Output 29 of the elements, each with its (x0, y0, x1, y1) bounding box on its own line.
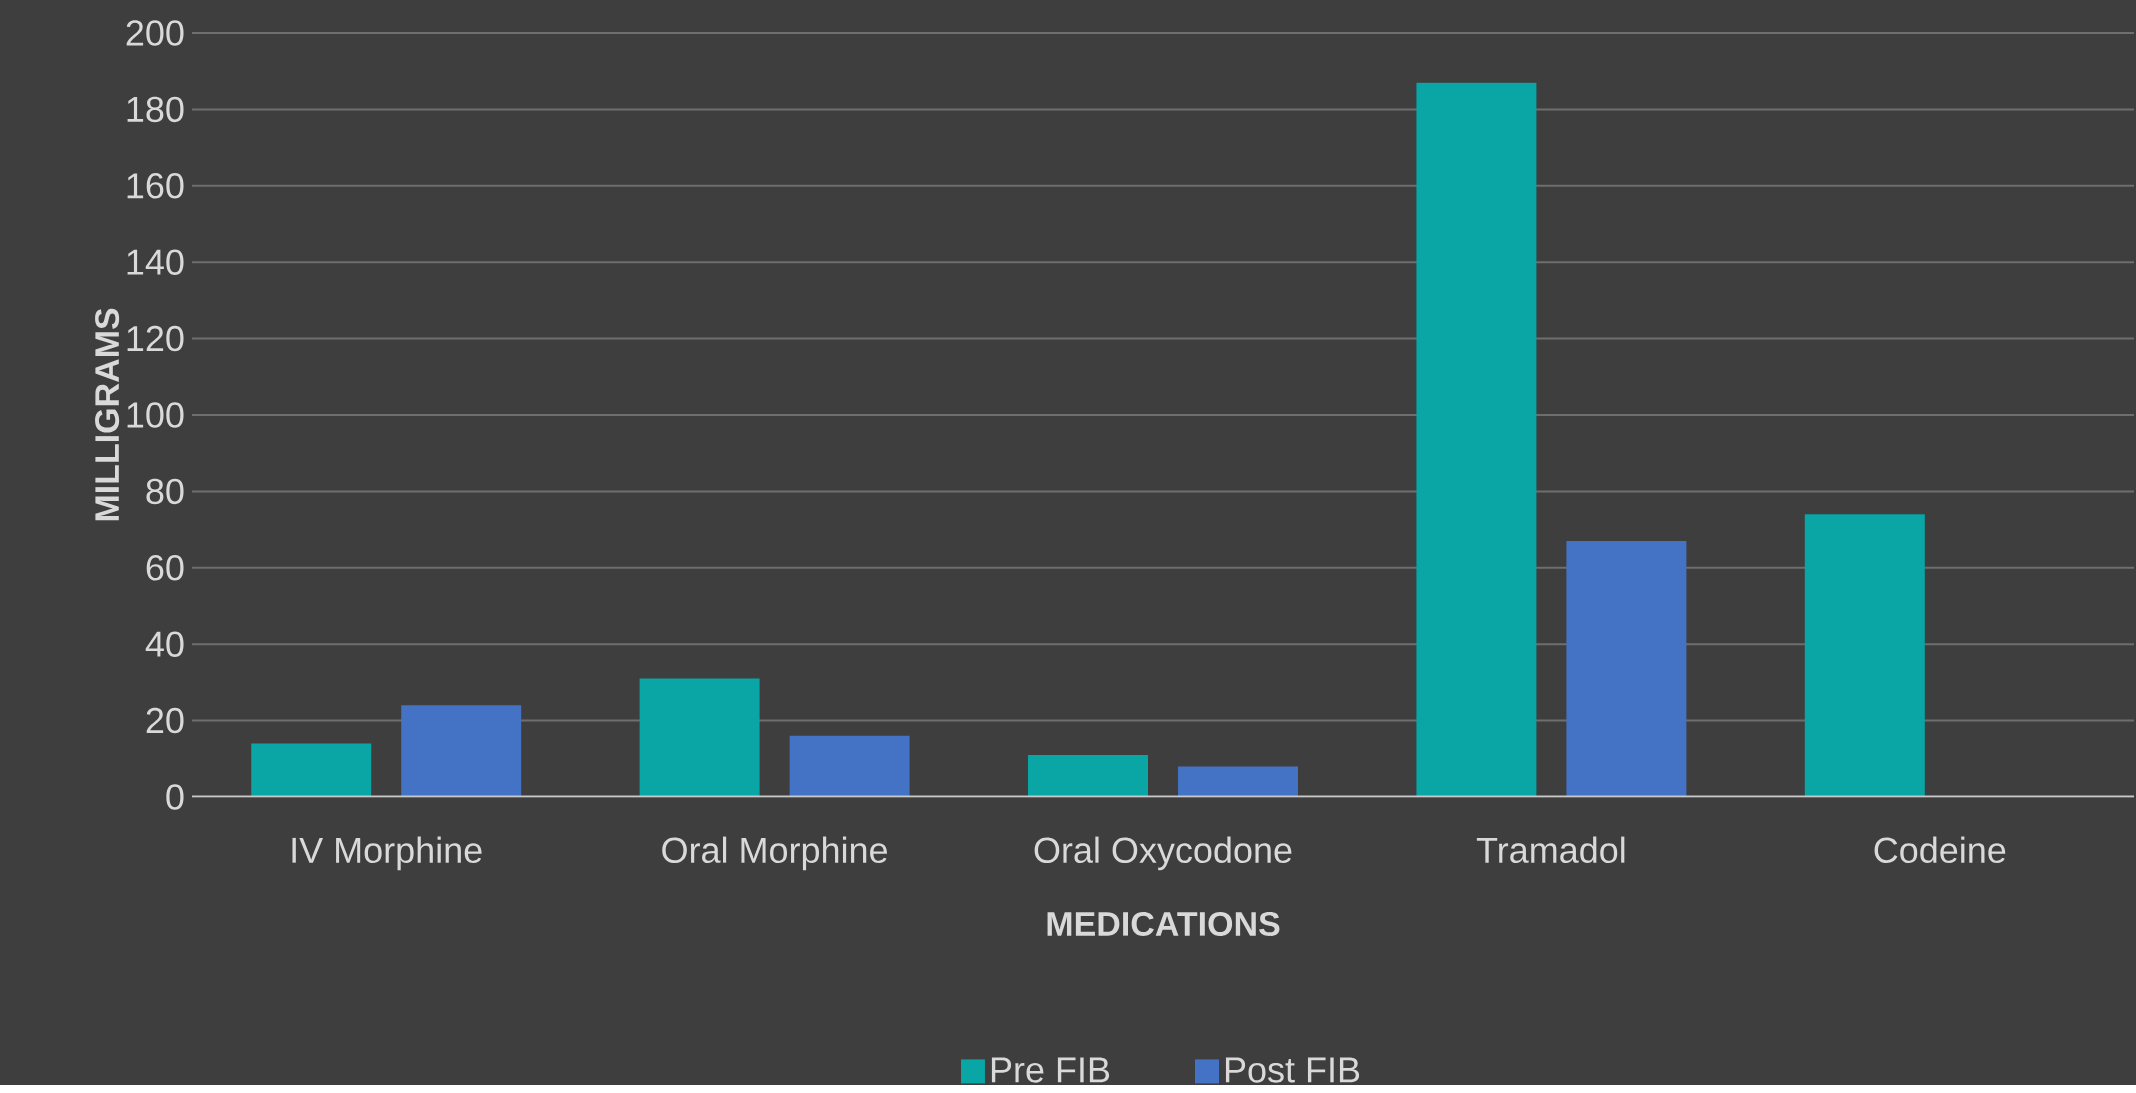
bar (1178, 766, 1298, 797)
y-tick-label: 100 (127, 402, 184, 428)
y-axis-title: MILLIGRAMS (95, 308, 120, 521)
bar (1028, 754, 1149, 797)
y-tick-label: 180 (127, 96, 184, 122)
y-tick-label: 200 (126, 20, 184, 46)
x-tick-label: Oral Morphine (662, 836, 887, 871)
y-tick-label: 0 (166, 784, 184, 810)
bar (251, 743, 372, 797)
y-tick-label: 140 (127, 249, 184, 275)
legend-label: Pre FIB (991, 1057, 1110, 1083)
bar (789, 735, 910, 797)
y-tick-label: 160 (127, 172, 184, 199)
x-tick-label: IV Morphine (292, 836, 482, 871)
x-tick-label: Tramadol (1476, 836, 1625, 863)
x-tick-label: Codeine (1874, 836, 2006, 863)
x-tick-label: Oral Oxycodone (1034, 836, 1292, 871)
x-axis-title: MEDICATIONS (1047, 911, 1280, 936)
y-tick-label: 20 (146, 707, 184, 734)
bar (1416, 82, 1537, 797)
y-tick-label: 120 (127, 325, 184, 352)
bar (401, 705, 522, 797)
bar (1566, 540, 1687, 797)
y-tick-label: 40 (145, 631, 184, 657)
bar (639, 678, 760, 797)
y-tick-label: 60 (146, 554, 184, 581)
bar (1804, 514, 1925, 797)
legend-label: Post FIB (1225, 1057, 1360, 1083)
y-tick-label: 80 (146, 478, 184, 504)
